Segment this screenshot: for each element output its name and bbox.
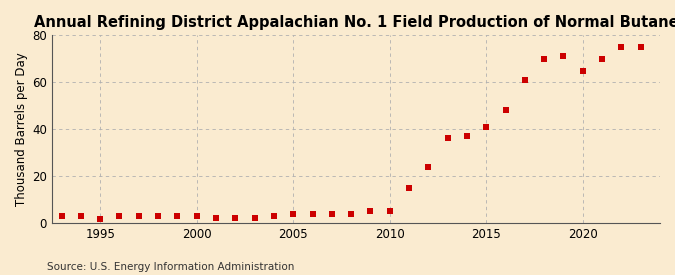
Point bbox=[114, 214, 125, 218]
Point bbox=[56, 214, 67, 218]
Point bbox=[577, 68, 588, 73]
Point bbox=[191, 214, 202, 218]
Point bbox=[520, 78, 531, 82]
Point bbox=[423, 164, 434, 169]
Point bbox=[346, 211, 356, 216]
Point bbox=[153, 214, 163, 218]
Point bbox=[76, 214, 86, 218]
Point bbox=[616, 45, 627, 49]
Point bbox=[597, 57, 608, 61]
Point bbox=[230, 216, 241, 220]
Point bbox=[307, 211, 318, 216]
Y-axis label: Thousand Barrels per Day: Thousand Barrels per Day bbox=[15, 52, 28, 206]
Point bbox=[384, 209, 395, 213]
Title: Annual Refining District Appalachian No. 1 Field Production of Normal Butane: Annual Refining District Appalachian No.… bbox=[34, 15, 675, 30]
Point bbox=[462, 134, 472, 138]
Point bbox=[249, 216, 260, 220]
Point bbox=[365, 209, 376, 213]
Point bbox=[404, 186, 414, 190]
Point bbox=[539, 57, 549, 61]
Point bbox=[442, 136, 453, 141]
Point bbox=[211, 216, 221, 220]
Point bbox=[558, 54, 569, 59]
Point bbox=[172, 214, 183, 218]
Point bbox=[481, 125, 491, 129]
Point bbox=[134, 214, 144, 218]
Point bbox=[288, 211, 298, 216]
Point bbox=[500, 108, 511, 112]
Point bbox=[327, 211, 338, 216]
Point bbox=[269, 214, 279, 218]
Point bbox=[95, 217, 105, 222]
Point bbox=[635, 45, 646, 49]
Text: Source: U.S. Energy Information Administration: Source: U.S. Energy Information Administ… bbox=[47, 262, 294, 272]
